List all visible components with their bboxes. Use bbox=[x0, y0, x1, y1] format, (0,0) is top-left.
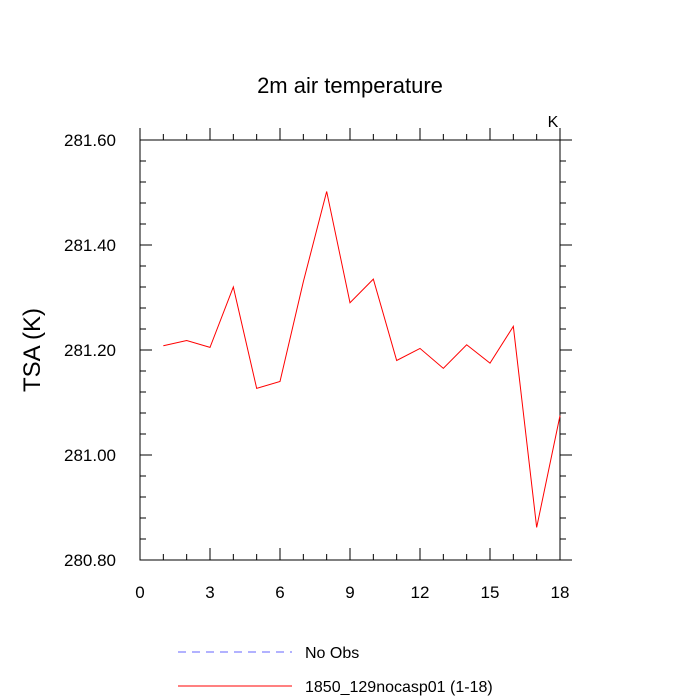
legend-label-series: 1850_129nocasp01 (1-18) bbox=[305, 679, 493, 696]
axis-ticks bbox=[139, 128, 572, 561]
x-tick-label: 0 bbox=[135, 583, 144, 602]
y-axis-label: TSA (K) bbox=[19, 308, 46, 392]
y-tick-label: 281.00 bbox=[64, 446, 116, 465]
x-tick-label: 3 bbox=[205, 583, 214, 602]
plot-frame bbox=[139, 139, 561, 561]
y-tick-label: 281.40 bbox=[64, 236, 116, 255]
x-tick-label: 9 bbox=[345, 583, 354, 602]
series-line-0 bbox=[163, 191, 561, 528]
x-tick-label: 6 bbox=[275, 583, 284, 602]
y-tick-label: 281.60 bbox=[64, 131, 116, 150]
legend: No Obs 1850_129nocasp01 (1-18) bbox=[178, 645, 493, 696]
y-tick-label: 281.20 bbox=[64, 341, 116, 360]
x-tick-label: 18 bbox=[551, 583, 570, 602]
series-layer bbox=[163, 191, 561, 528]
x-tick-label: 15 bbox=[481, 583, 500, 602]
units-label: K bbox=[548, 114, 559, 131]
y-tick-label: 280.80 bbox=[64, 551, 116, 570]
legend-label-no-obs: No Obs bbox=[305, 645, 359, 662]
x-tick-label: 12 bbox=[411, 583, 430, 602]
chart-title: 2m air temperature bbox=[257, 73, 443, 98]
axis-tick-labels: 0 3 6 9 12 15 18 280.80 281.00 281.20 281.40 281.60 bbox=[64, 131, 569, 602]
